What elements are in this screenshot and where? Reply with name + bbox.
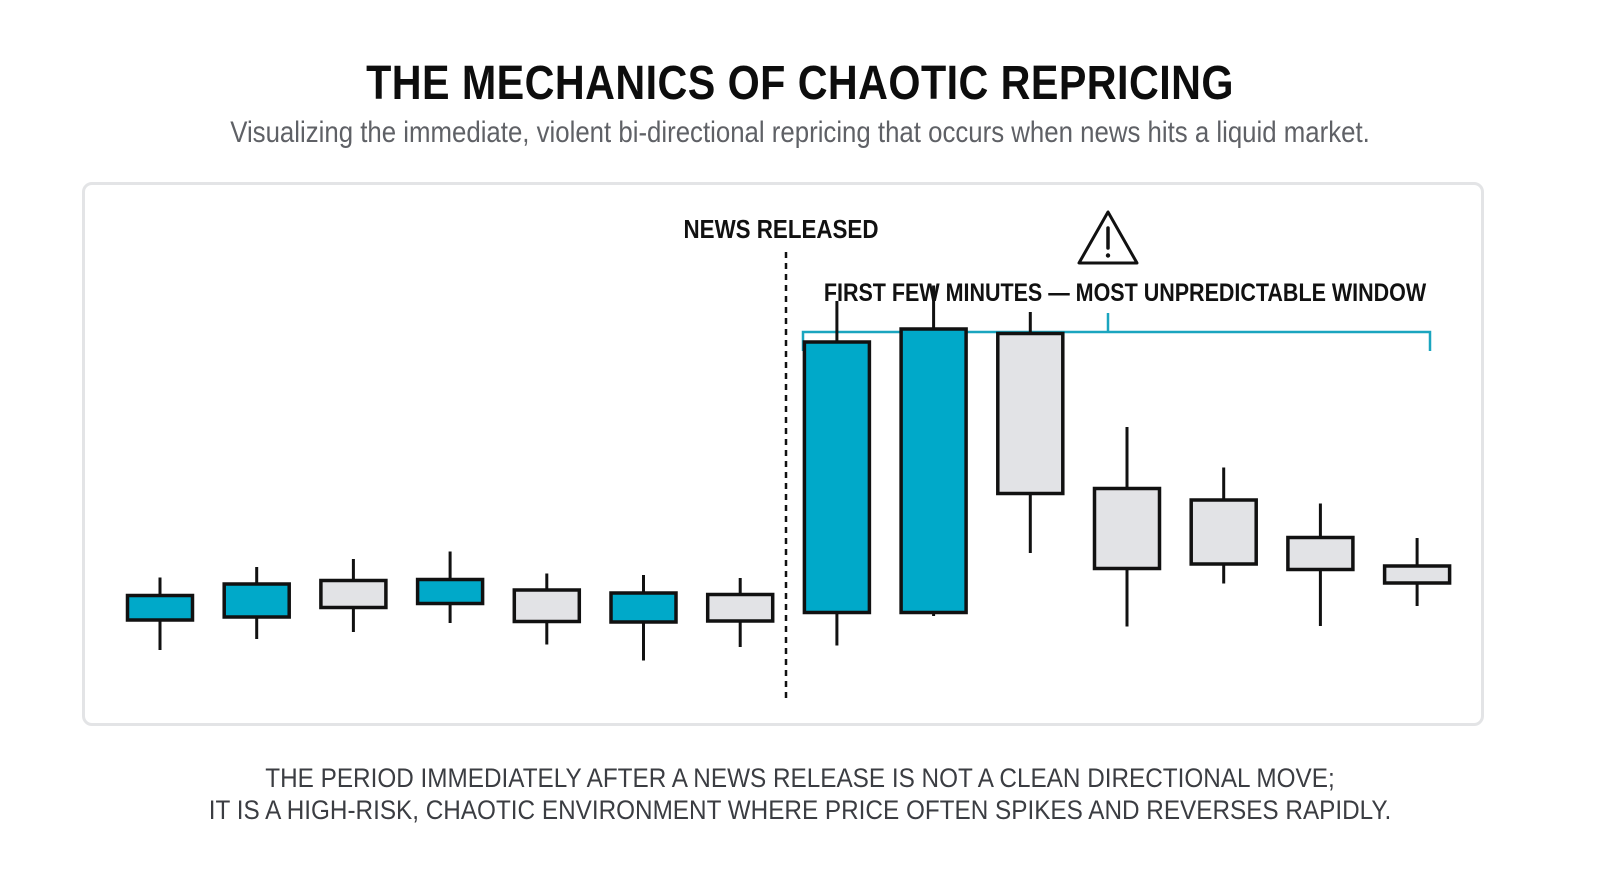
- candle-9: [899, 285, 968, 616]
- candle-body: [1189, 498, 1258, 566]
- candle-body: [1286, 535, 1355, 572]
- candle-14: [1382, 538, 1452, 606]
- chart-panel: NEWS RELEASED FIRST FEW MINUTES — MOST U…: [82, 182, 1484, 726]
- candle-3: [319, 559, 388, 632]
- candle-body: [705, 592, 775, 623]
- candlestick-chart: NEWS RELEASED FIRST FEW MINUTES — MOST U…: [125, 210, 1452, 701]
- news-release-label: NEWS RELEASED: [684, 215, 879, 244]
- candle-12: [1189, 467, 1258, 584]
- window-label: FIRST FEW MINUTES — MOST UNPREDICTABLE W…: [824, 278, 1426, 306]
- candle-body: [996, 331, 1065, 496]
- candle-body: [609, 591, 678, 624]
- candle-8: [802, 301, 872, 646]
- candle-13: [1286, 503, 1355, 626]
- warning-triangle-icon: [1077, 210, 1139, 265]
- candle-body: [802, 340, 872, 615]
- candle-6: [609, 575, 678, 661]
- candle-body: [899, 327, 968, 615]
- candle-body: [125, 593, 195, 622]
- candle-10: [996, 312, 1065, 553]
- candle-body: [222, 582, 291, 619]
- candle-body: [512, 588, 582, 624]
- candle-body: [319, 578, 388, 610]
- candle-11: [1092, 427, 1162, 627]
- candle-body: [415, 577, 485, 606]
- candle-body: [1092, 486, 1162, 571]
- footer-line-1: THE PERIOD IMMEDIATELY AFTER A NEWS RELE…: [265, 763, 1335, 793]
- footer-note: THE PERIOD IMMEDIATELY AFTER A NEWS RELE…: [80, 762, 1520, 826]
- page-subtitle: Visualizing the immediate, violent bi-di…: [230, 116, 1370, 149]
- candle-5: [512, 573, 582, 645]
- candle-body: [1382, 564, 1452, 585]
- candle-7: [705, 578, 775, 647]
- page-title: THE MECHANICS OF CHAOTIC REPRICING: [366, 57, 1234, 110]
- window-bracket: [801, 313, 1432, 351]
- candle-1: [125, 577, 195, 650]
- footer-line-2: IT IS A HIGH-RISK, CHAOTIC ENVIRONMENT W…: [208, 795, 1392, 825]
- candles-group: [125, 285, 1452, 661]
- candle-2: [222, 567, 291, 639]
- candle-4: [415, 551, 485, 623]
